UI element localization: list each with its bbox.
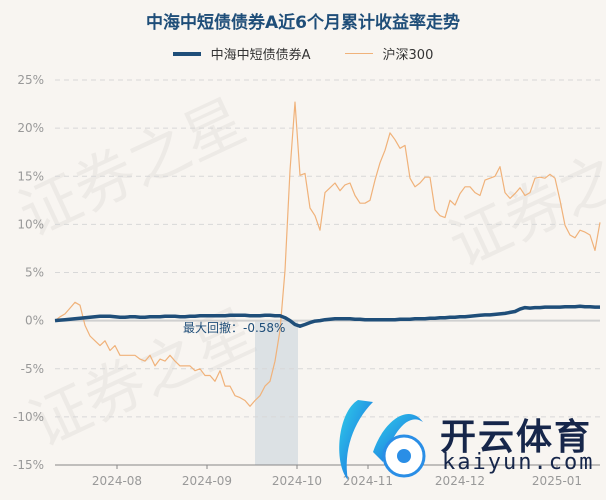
y-tick-label: 5%: [25, 266, 44, 280]
y-tick-label: 10%: [17, 217, 44, 231]
x-tick-label: 2024-10: [272, 474, 322, 488]
x-tick-label: 2024-09: [182, 474, 232, 488]
series-line-hs300: [54, 101, 601, 407]
y-tick-label: -15%: [13, 458, 44, 472]
legend-label: 中海中短债债券A: [210, 48, 311, 63]
x-tick-label: 2024-08: [92, 474, 142, 488]
brand-logo: 开云体育 kaiyun.com: [328, 392, 606, 484]
logo-domain: kaiyun.com: [442, 450, 595, 475]
y-tick-label: 15%: [17, 169, 44, 183]
logo-text: 开云体育: [440, 417, 593, 458]
y-tick-label: 25%: [17, 73, 44, 87]
legend: 中海中短债债券A 沪深300: [0, 44, 606, 63]
logo-mark-icon: [339, 400, 426, 480]
x-tick-label: 2024-12: [435, 474, 485, 488]
legend-label: 沪深300: [382, 48, 434, 63]
legend-item-fund[interactable]: 中海中短债债券A: [172, 44, 311, 63]
x-tick-label: 2025-01: [532, 474, 582, 488]
chart-title: 中海中短债债券A近6个月累计收益率走势: [146, 13, 460, 33]
drawdown-annotation: 最大回撤：-0.58%: [183, 320, 285, 335]
y-tick-label: -10%: [13, 410, 44, 424]
y-tick-label: 0%: [25, 314, 44, 328]
series-line-fund: [54, 304, 600, 328]
x-tick-label: 2024-11: [343, 474, 393, 488]
legend-item-hs300[interactable]: 沪深300: [344, 44, 434, 63]
y-tick-label: -5%: [21, 362, 44, 376]
y-tick-label: 20%: [17, 121, 44, 135]
